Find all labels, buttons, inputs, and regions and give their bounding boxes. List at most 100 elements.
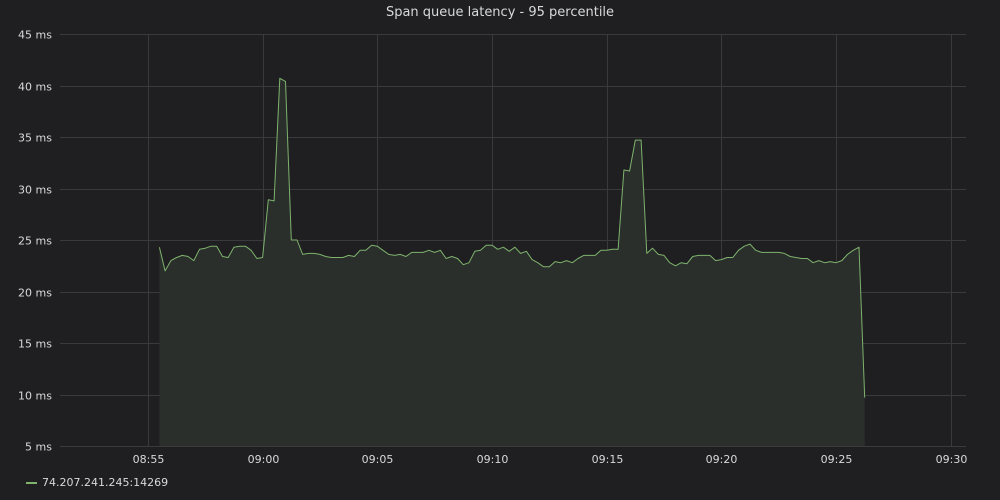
data-point[interactable] bbox=[530, 258, 534, 262]
data-point[interactable] bbox=[232, 245, 236, 249]
data-point[interactable] bbox=[398, 252, 402, 256]
data-point[interactable] bbox=[645, 251, 649, 255]
data-point[interactable] bbox=[329, 256, 333, 260]
data-point[interactable] bbox=[375, 244, 379, 248]
data-point[interactable] bbox=[180, 253, 184, 257]
data-point[interactable] bbox=[588, 253, 592, 257]
data-point[interactable] bbox=[410, 250, 414, 254]
data-point[interactable] bbox=[307, 251, 311, 255]
data-point[interactable] bbox=[301, 252, 305, 256]
data-point[interactable] bbox=[811, 261, 815, 265]
data-point[interactable] bbox=[289, 238, 293, 242]
data-point[interactable] bbox=[662, 253, 666, 257]
data-point[interactable] bbox=[352, 255, 356, 259]
data-point[interactable] bbox=[805, 257, 809, 261]
data-point[interactable] bbox=[209, 244, 213, 248]
data-point[interactable] bbox=[691, 255, 695, 259]
data-point[interactable] bbox=[771, 250, 775, 254]
data-point[interactable] bbox=[198, 247, 202, 251]
data-point[interactable] bbox=[765, 250, 769, 254]
data-point[interactable] bbox=[719, 258, 723, 262]
data-point[interactable] bbox=[685, 262, 689, 266]
data-point[interactable] bbox=[427, 248, 431, 252]
data-point[interactable] bbox=[731, 256, 735, 260]
data-point[interactable] bbox=[851, 248, 855, 252]
data-point[interactable] bbox=[834, 261, 838, 265]
data-point[interactable] bbox=[221, 255, 225, 259]
data-point[interactable] bbox=[456, 257, 460, 261]
data-point[interactable] bbox=[863, 396, 867, 400]
data-point[interactable] bbox=[696, 253, 700, 257]
data-point[interactable] bbox=[547, 265, 551, 269]
data-point[interactable] bbox=[513, 245, 517, 249]
data-point[interactable] bbox=[737, 248, 741, 252]
data-point[interactable] bbox=[421, 250, 425, 254]
data-point[interactable] bbox=[817, 259, 821, 263]
data-point[interactable] bbox=[226, 256, 230, 260]
data-point[interactable] bbox=[496, 247, 500, 251]
data-point[interactable] bbox=[570, 261, 574, 265]
data-point[interactable] bbox=[278, 76, 282, 80]
data-point[interactable] bbox=[318, 252, 322, 256]
data-point[interactable] bbox=[679, 261, 683, 265]
data-point[interactable] bbox=[754, 248, 758, 252]
data-point[interactable] bbox=[255, 257, 259, 261]
legend-series-label[interactable]: 74.207.241.245:14269 bbox=[42, 476, 169, 489]
data-point[interactable] bbox=[800, 257, 804, 261]
data-point[interactable] bbox=[243, 244, 247, 248]
data-point[interactable] bbox=[347, 253, 351, 257]
data-point[interactable] bbox=[364, 248, 368, 252]
data-point[interactable] bbox=[708, 253, 712, 257]
data-point[interactable] bbox=[370, 243, 374, 247]
data-point[interactable] bbox=[788, 255, 792, 259]
data-point[interactable] bbox=[633, 138, 637, 142]
legend[interactable]: 74.207.241.245:14269 bbox=[26, 476, 168, 489]
data-point[interactable] bbox=[501, 245, 505, 249]
data-point[interactable] bbox=[777, 250, 781, 254]
data-point[interactable] bbox=[484, 243, 488, 247]
data-point[interactable] bbox=[387, 252, 391, 256]
data-point[interactable] bbox=[203, 246, 207, 250]
data-point[interactable] bbox=[507, 249, 511, 253]
data-point[interactable] bbox=[656, 252, 660, 256]
data-point[interactable] bbox=[444, 257, 448, 261]
data-point[interactable] bbox=[415, 250, 419, 254]
data-point[interactable] bbox=[748, 242, 752, 246]
data-point[interactable] bbox=[576, 257, 580, 261]
data-point[interactable] bbox=[186, 255, 190, 259]
data-point[interactable] bbox=[674, 264, 678, 268]
data-point[interactable] bbox=[760, 250, 764, 254]
data-point[interactable] bbox=[599, 248, 603, 252]
data-point[interactable] bbox=[192, 259, 196, 263]
data-point[interactable] bbox=[639, 138, 643, 142]
data-point[interactable] bbox=[404, 255, 408, 259]
data-point[interactable] bbox=[828, 260, 832, 264]
data-point[interactable] bbox=[238, 244, 242, 248]
data-point[interactable] bbox=[295, 238, 299, 242]
data-point[interactable] bbox=[782, 251, 786, 255]
data-point[interactable] bbox=[249, 248, 253, 252]
data-point[interactable] bbox=[163, 269, 167, 273]
data-point[interactable] bbox=[467, 261, 471, 265]
data-point[interactable] bbox=[846, 252, 850, 256]
data-point[interactable] bbox=[794, 256, 798, 260]
series-line[interactable] bbox=[158, 77, 866, 398]
data-point[interactable] bbox=[593, 253, 597, 257]
data-point[interactable] bbox=[438, 248, 442, 252]
data-point[interactable] bbox=[169, 259, 173, 263]
data-point[interactable] bbox=[433, 250, 437, 254]
data-point[interactable] bbox=[461, 263, 465, 267]
data-point[interactable] bbox=[559, 261, 563, 265]
data-point[interactable] bbox=[702, 253, 706, 257]
data-point[interactable] bbox=[582, 253, 586, 257]
data-point[interactable] bbox=[381, 248, 385, 252]
data-point[interactable] bbox=[714, 259, 718, 263]
data-point[interactable] bbox=[553, 260, 557, 264]
data-point[interactable] bbox=[536, 261, 540, 265]
data-point[interactable] bbox=[840, 259, 844, 263]
data-point[interactable] bbox=[450, 255, 454, 259]
data-point[interactable] bbox=[668, 261, 672, 265]
data-point[interactable] bbox=[215, 244, 219, 248]
data-point[interactable] bbox=[542, 265, 546, 269]
